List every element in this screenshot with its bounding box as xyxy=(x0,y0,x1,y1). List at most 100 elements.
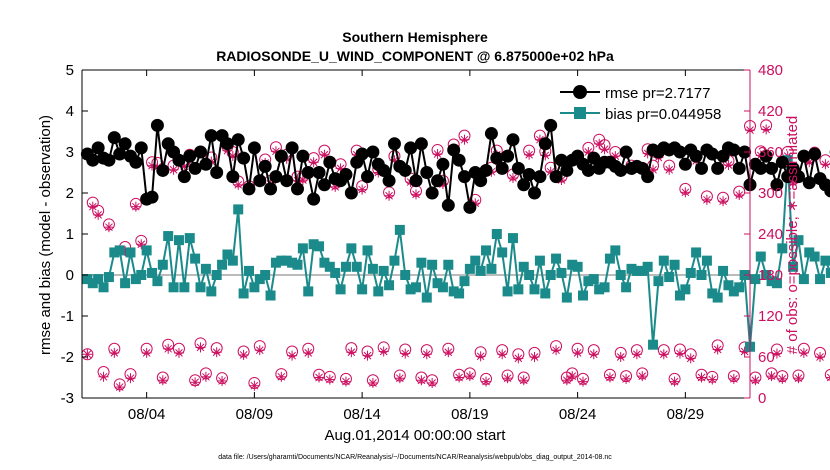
bias-point xyxy=(518,261,529,272)
obs-assimilated-point xyxy=(254,345,265,356)
rmse-point xyxy=(290,182,304,196)
rmse-point xyxy=(490,151,504,165)
rmse-point xyxy=(420,166,434,179)
rmse-point xyxy=(414,137,428,151)
rmse-point xyxy=(765,161,779,175)
rmse-point xyxy=(695,161,709,175)
rmse-point xyxy=(759,149,773,163)
bias-point xyxy=(513,284,524,295)
bias-point xyxy=(761,270,772,280)
bias-point xyxy=(707,288,718,299)
bias-point xyxy=(200,263,211,274)
rmse-point xyxy=(177,170,191,184)
bias-point xyxy=(825,267,830,278)
rmse-point xyxy=(344,186,358,200)
obs-assimilated-point xyxy=(163,343,174,354)
bias-point xyxy=(696,270,707,280)
bias-point xyxy=(788,261,799,272)
obs-assimilated-point xyxy=(750,375,761,386)
rmse-point xyxy=(522,168,536,182)
obs-assimilated-point xyxy=(696,372,707,383)
bias-point xyxy=(163,231,174,242)
data-file-footnote: data file: /Users/gharamti/Documents/NCA… xyxy=(218,454,612,461)
rmse-point xyxy=(705,147,719,161)
obs-assimilated-point xyxy=(658,349,669,360)
obs-assimilated-point xyxy=(287,350,298,361)
rmse-point xyxy=(517,178,531,192)
y-left-tick-label: -1 xyxy=(61,308,74,325)
rmse-point xyxy=(797,149,811,163)
bias-point xyxy=(712,292,723,303)
rmse-point xyxy=(802,176,816,190)
rmse-point xyxy=(560,163,574,177)
y-right-tick-label: 300 xyxy=(758,185,783,202)
bias-point xyxy=(195,282,206,293)
bias-point xyxy=(701,255,712,266)
rmse-point xyxy=(199,157,213,171)
rmse-point xyxy=(129,155,143,169)
obs-assimilated-point xyxy=(712,344,723,355)
obs-assimilated-point xyxy=(728,373,739,384)
bias-point xyxy=(685,267,696,278)
x-tick-label: 08/14 xyxy=(343,406,381,423)
rmse-point xyxy=(447,143,461,157)
bias-point xyxy=(222,249,233,260)
obs-assimilated-point xyxy=(513,353,524,364)
rmse-point xyxy=(134,141,148,155)
y-left-tick-label: -3 xyxy=(61,390,74,407)
y-axis-left-label: rmse and bias (model - observation) xyxy=(37,115,54,355)
y-left-tick-label: -2 xyxy=(61,349,74,366)
bias-point xyxy=(534,255,545,266)
bias-point xyxy=(454,288,465,299)
obs-assimilated-point xyxy=(674,348,685,359)
obs-assimilated-point xyxy=(357,184,368,195)
obs-assimilated-point xyxy=(378,346,389,357)
bias-point xyxy=(427,259,438,270)
bias-point xyxy=(443,259,454,270)
rmse-point xyxy=(484,127,498,141)
bias-point xyxy=(809,251,820,262)
obs-assimilated-point xyxy=(497,349,508,360)
obs-assimilated-point xyxy=(798,347,809,358)
obs-assimilated-point xyxy=(815,352,826,362)
y-right-tick-label: 420 xyxy=(758,103,783,120)
bias-point xyxy=(594,284,605,295)
bias-point xyxy=(147,267,158,278)
bias-point xyxy=(297,243,308,254)
obs-assimilated-point xyxy=(400,348,411,359)
rmse-point xyxy=(355,147,369,161)
y-left-tick-label: 4 xyxy=(66,103,74,120)
bias-point xyxy=(648,339,659,350)
rmse-point xyxy=(264,182,278,196)
bias-point xyxy=(405,284,416,295)
bias-point xyxy=(777,243,788,254)
rmse-point xyxy=(775,155,789,169)
y-left-tick-label: 3 xyxy=(66,144,74,161)
obs-assimilated-point xyxy=(599,144,610,155)
bias-point xyxy=(411,282,421,293)
y-left-tick-label: 2 xyxy=(66,185,74,202)
x-tick-label: 08/29 xyxy=(667,406,705,423)
bias-point xyxy=(416,257,427,268)
bias-point xyxy=(130,274,141,285)
bias-point xyxy=(98,282,109,293)
obs-assimilated-point xyxy=(217,375,228,386)
bias-point xyxy=(567,259,578,270)
obs-assimilated-point xyxy=(130,201,141,212)
bias-point xyxy=(718,265,729,276)
obs-assimilated-point xyxy=(761,124,772,135)
obs-assimilated-point xyxy=(820,159,830,170)
obs-assimilated-point xyxy=(200,371,211,382)
obs-assimilated-point xyxy=(421,349,432,360)
bias-point xyxy=(260,270,271,280)
rmse-point xyxy=(183,149,197,163)
rmse-point xyxy=(307,192,321,206)
x-tick-label: 08/24 xyxy=(559,406,597,423)
obs-assimilated-point xyxy=(109,347,120,358)
bias-point xyxy=(308,239,319,250)
bias-point xyxy=(631,265,642,276)
obs-assimilated-point xyxy=(561,375,572,386)
rmse-point xyxy=(538,137,552,151)
bias-point xyxy=(351,261,362,272)
bias-series-line xyxy=(86,160,830,347)
